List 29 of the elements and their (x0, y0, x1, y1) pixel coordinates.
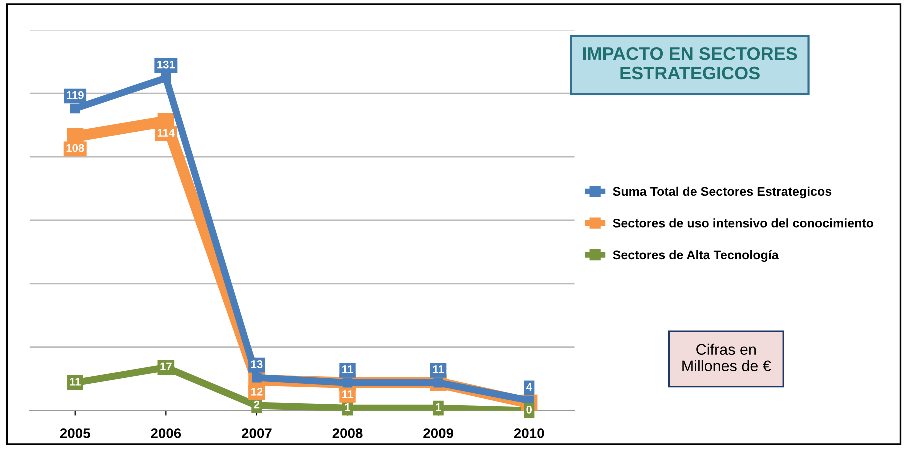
data-label: 114 (158, 129, 176, 137)
x-tick-label: 2009 (424, 428, 454, 438)
data-label: 17 (160, 362, 172, 371)
point (70, 104, 80, 114)
x-tick-label: 2010 (514, 428, 544, 438)
data-label: 0 (526, 406, 532, 414)
data-label: 11 (70, 378, 81, 386)
x-tick-label: 2005 (60, 428, 90, 438)
point (161, 73, 172, 84)
data-label: 131 (158, 60, 176, 69)
data-label: 119 (67, 91, 84, 100)
data-label: 13 (251, 360, 263, 368)
text: IMPACTO EN SECTORES ESTRATEGICOS (583, 47, 798, 80)
data-label: 1 (436, 404, 442, 412)
x-tick-label: 2006 (151, 428, 182, 438)
data-label: 11 (433, 366, 444, 374)
x-tick-label: 2007 (242, 428, 272, 438)
text: Cifras en Millones de € (682, 344, 772, 372)
data-label: 2 (254, 400, 260, 409)
data-label: 12 (251, 388, 263, 396)
data-label: 4 (526, 383, 532, 392)
data-label: 11 (342, 390, 354, 398)
data-label: 11 (342, 366, 354, 374)
data-label: 108 (66, 144, 84, 152)
legend-label: Sectores de uso intensivo del conocimiento (613, 218, 874, 228)
data-label: 1 (345, 404, 351, 412)
legend-label: Suma Total de Sectores Estrategicos (613, 186, 832, 199)
legend-label: Sectores de Alta Tecnología (613, 250, 779, 262)
x-tick-label: 2008 (332, 428, 363, 438)
